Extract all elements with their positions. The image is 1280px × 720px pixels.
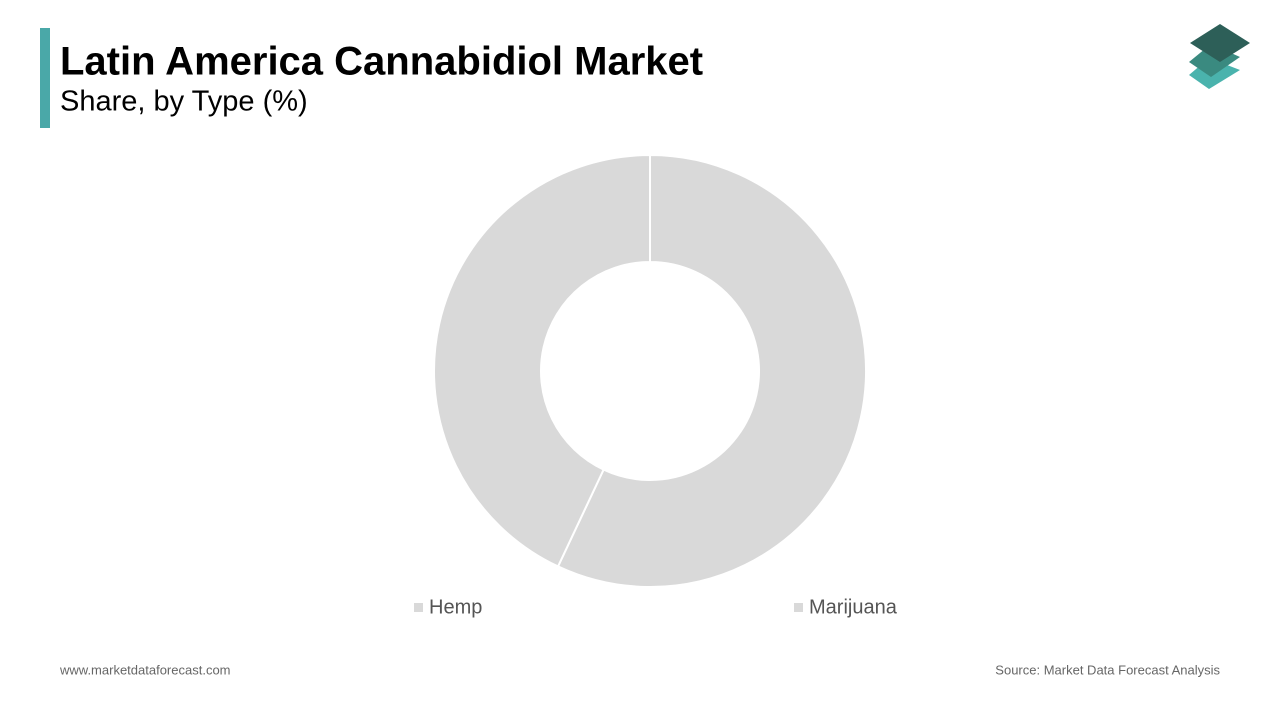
logo: [1189, 24, 1250, 89]
legend-label: Hemp: [429, 596, 482, 618]
legend-swatch: [414, 603, 423, 612]
slice: [556, 153, 867, 588]
chart-title: Latin America Cannabidiol Market: [60, 40, 703, 84]
slice: [433, 153, 651, 568]
chart-subtitle: Share, by Type (%): [60, 86, 308, 118]
title-bar: [40, 28, 50, 128]
website: www.marketdataforecast.com: [59, 662, 231, 677]
source: Source: Market Data Forecast Analysis: [995, 662, 1220, 677]
legend-label: Marijuana: [809, 596, 898, 618]
legend-swatch: [794, 603, 803, 612]
